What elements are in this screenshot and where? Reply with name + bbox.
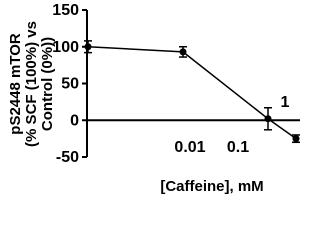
y-tick-label: 50 (61, 76, 79, 93)
y-label-line: (% SCF (100%) vs (23, 21, 40, 147)
y-label-line: pS2448 mTOR (7, 33, 24, 135)
y-axis-title: pS2448 mTOR (% SCF (100%) vs Control (0%… (7, 21, 56, 147)
data-point (84, 43, 92, 51)
data-point (292, 135, 300, 143)
x-tick-label: 0.1 (227, 139, 249, 156)
y-tick-label: -50 (56, 149, 79, 166)
y-label-line: Control (0%)) (39, 37, 56, 131)
y-tick-label: 100 (52, 39, 79, 56)
data-point (179, 48, 187, 56)
data-line (87, 46, 297, 140)
x-tick-label: 1 (281, 94, 290, 111)
x-axis-title: [Caffeine], mM (160, 178, 263, 195)
x-tick-label: 0.01 (174, 139, 205, 156)
chart: pS2448 mTOR (% SCF (100%) vs Control (0%… (7, 2, 300, 195)
data-point (264, 115, 272, 123)
y-tick-label: 150 (52, 2, 79, 19)
y-tick-label: 0 (70, 112, 79, 129)
